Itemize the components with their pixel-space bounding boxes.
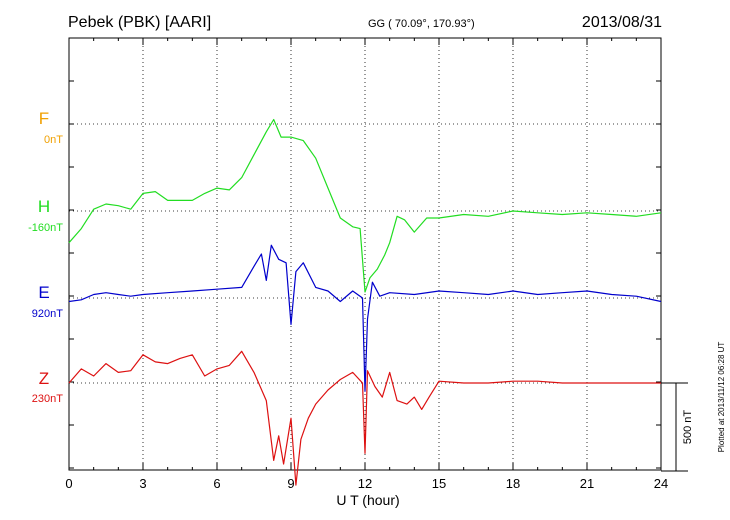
- x-tick-label: 12: [358, 476, 372, 491]
- chart-date: 2013/08/31: [582, 14, 662, 31]
- series-baseline-e: 920nT: [32, 308, 63, 320]
- series-name-h: H: [38, 197, 50, 216]
- series-labels: F 0nT H -160nT E 920nT Z 230nT: [28, 109, 63, 405]
- x-tick-label: 21: [580, 476, 594, 491]
- grid: [69, 38, 661, 470]
- series-line-h: [68, 118, 662, 293]
- x-axis-ticks: 0 3 6 9 12 15 18 21 24: [65, 38, 668, 491]
- series-lines: [68, 118, 662, 486]
- series-baseline-f: 0nT: [44, 134, 63, 146]
- x-axis-label: U T (hour): [336, 492, 399, 508]
- x-tick-label: 3: [139, 476, 146, 491]
- x-tick-label: 15: [432, 476, 446, 491]
- x-tick-label: 6: [213, 476, 220, 491]
- series-line-e: [68, 244, 662, 392]
- series-name-e: E: [38, 283, 49, 302]
- x-tick-label: 18: [506, 476, 520, 491]
- chart-title: Pebek (PBK) [AARI]: [68, 14, 211, 31]
- scale-bar-label: 500 nT: [682, 410, 694, 445]
- x-tick-label: 9: [287, 476, 294, 491]
- scale-bar: 500 nT: [661, 382, 694, 472]
- x-tick-label: 0: [65, 476, 72, 491]
- x-tick-label: 24: [654, 476, 668, 491]
- plot-frame: [68, 37, 662, 471]
- series-name-f: F: [39, 109, 49, 128]
- series-name-z: Z: [39, 369, 49, 388]
- station-location: GG ( 70.09°, 170.93°): [368, 18, 475, 30]
- series-baseline-z: 230nT: [32, 393, 63, 405]
- plotted-note: Plotted at 2013/11/12 06:28 UT: [717, 342, 726, 453]
- series-line-z: [68, 350, 661, 486]
- series-baseline-h: -160nT: [28, 222, 63, 234]
